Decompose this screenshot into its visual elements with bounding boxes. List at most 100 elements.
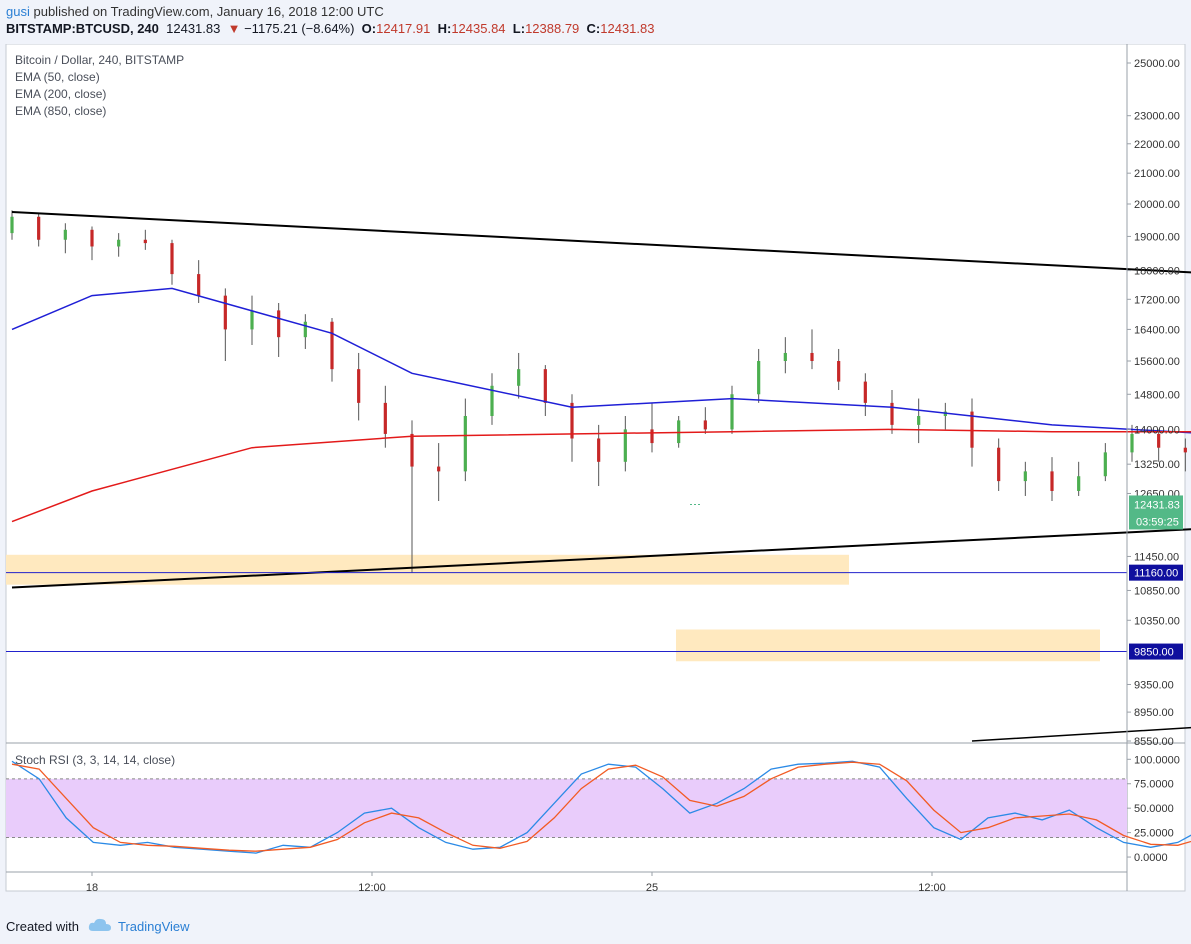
candle-body bbox=[757, 361, 761, 395]
candle-body bbox=[543, 369, 547, 403]
stoch-k-line bbox=[11, 760, 1191, 854]
high-label: H: bbox=[437, 21, 452, 36]
candle-body bbox=[730, 394, 734, 430]
high-value: 12435.84 bbox=[451, 21, 506, 36]
close-value: 12431.83 bbox=[600, 21, 655, 36]
candle-body bbox=[997, 447, 1001, 482]
footer: Created with TradingView bbox=[0, 908, 1191, 944]
price-tick-label: 23000.00 bbox=[1134, 111, 1180, 123]
candle-body bbox=[223, 295, 227, 330]
price-tick-label: 10350.00 bbox=[1134, 615, 1180, 627]
stoch-rsi-legend: Stoch RSI (3, 3, 14, 14, close) bbox=[15, 753, 175, 767]
level-badge bbox=[1129, 564, 1183, 581]
stoch-tick-label: 75.0000 bbox=[1134, 779, 1174, 791]
candle-body bbox=[1077, 476, 1081, 491]
support-zone-2 bbox=[676, 629, 1100, 662]
candle-body bbox=[917, 415, 921, 425]
candle-body bbox=[143, 239, 147, 244]
ema-line-3 bbox=[971, 726, 1191, 742]
price-tick-label: 11450.00 bbox=[1134, 551, 1179, 563]
price-tick-label: 17200.00 bbox=[1134, 294, 1180, 306]
price-tick-label: 16400.00 bbox=[1134, 324, 1180, 336]
level-badge-label: 9850.00 bbox=[1134, 647, 1174, 659]
price-tick-label: 8550.00 bbox=[1134, 736, 1174, 748]
candle-body bbox=[1183, 447, 1187, 453]
candle-body bbox=[890, 402, 894, 425]
close-label: C: bbox=[586, 21, 601, 36]
support-zone-1 bbox=[6, 554, 849, 585]
candle-body bbox=[597, 438, 601, 462]
candle-body bbox=[650, 429, 654, 444]
price-tick-label: 25000.00 bbox=[1134, 58, 1180, 70]
candle-body bbox=[490, 385, 494, 416]
stoch-d-line bbox=[11, 761, 1191, 852]
price-tick-label: 10850.00 bbox=[1134, 585, 1180, 597]
candle-body bbox=[1103, 452, 1107, 477]
time-tick-label: 12:00 bbox=[918, 882, 946, 894]
price-tick-label: 9350.00 bbox=[1134, 679, 1174, 691]
price-tick-label: 14800.00 bbox=[1134, 389, 1180, 401]
legend-title: Bitcoin / Dollar, 240, BITSTAMP bbox=[15, 53, 184, 67]
candle-body bbox=[90, 229, 94, 247]
stoch-tick-label: 50.0000 bbox=[1134, 803, 1174, 815]
legend-ema850: EMA (850, close) bbox=[15, 104, 106, 118]
candle-body bbox=[810, 352, 814, 362]
open-value: 12417.91 bbox=[376, 21, 431, 36]
last-price-badge bbox=[1129, 495, 1183, 530]
candle-body bbox=[1050, 471, 1054, 491]
candle-body bbox=[783, 352, 787, 362]
publish-line: gusi published on TradingView.com, Janua… bbox=[6, 4, 384, 19]
low-value: 12388.79 bbox=[525, 21, 580, 36]
low-label: L: bbox=[512, 21, 526, 36]
trendline-1 bbox=[11, 210, 1191, 274]
candle-body bbox=[63, 229, 67, 240]
stoch-band bbox=[6, 778, 1127, 838]
stoch-tick-label: 0.0000 bbox=[1134, 852, 1168, 864]
trendline-2 bbox=[11, 528, 1191, 589]
candle-body bbox=[437, 466, 441, 472]
tradingview-link[interactable]: TradingView bbox=[118, 919, 190, 934]
candle-body bbox=[1130, 433, 1134, 453]
candle-body bbox=[1157, 433, 1161, 448]
candle-body bbox=[10, 216, 14, 234]
tradingview-cloud-icon[interactable] bbox=[88, 918, 112, 932]
candle-body bbox=[197, 274, 201, 296]
price-change: −1175.21 (−8.64%) bbox=[244, 21, 355, 36]
ema-line-2 bbox=[11, 428, 1191, 523]
chart-canvas[interactable]: 25000.00 23000.00 22000.00 21000.00 20000.00… bbox=[0, 44, 1191, 908]
symbol-label: BITSTAMP:BTCUSD, 240 bbox=[6, 21, 159, 36]
candle-body bbox=[703, 420, 707, 430]
candle-body bbox=[170, 243, 174, 275]
price-tick-label: 19000.00 bbox=[1134, 231, 1180, 243]
candle-body bbox=[863, 381, 867, 403]
created-with-text: Created with bbox=[6, 919, 79, 934]
ema-line-1 bbox=[11, 287, 1191, 434]
chart-header: gusi published on TradingView.com, Janua… bbox=[0, 0, 1191, 44]
candle-body bbox=[1023, 471, 1027, 482]
candle-body bbox=[970, 411, 974, 448]
candle-body bbox=[277, 310, 281, 338]
publish-text: published on TradingView.com, January 16… bbox=[33, 4, 384, 19]
candle-body bbox=[463, 415, 467, 472]
candle-body bbox=[330, 321, 334, 370]
candle-body bbox=[37, 216, 41, 240]
price-tick-label: 8950.00 bbox=[1134, 707, 1174, 719]
open-label: O: bbox=[361, 21, 377, 36]
candle-body bbox=[623, 429, 627, 462]
stoch-tick-label: 25.0000 bbox=[1134, 828, 1174, 840]
candle-body bbox=[410, 433, 414, 467]
down-arrow-icon: ▼ bbox=[227, 21, 241, 36]
candle-body bbox=[357, 369, 361, 403]
time-tick-label: 12:00 bbox=[358, 882, 386, 894]
candle-body bbox=[570, 402, 574, 439]
candle-body bbox=[303, 321, 307, 338]
candle-body bbox=[837, 361, 841, 382]
author-link[interactable]: gusi bbox=[6, 4, 30, 19]
level-badge bbox=[1129, 643, 1183, 660]
stoch-tick-label: 100.0000 bbox=[1134, 754, 1180, 766]
legend-ema50: EMA (50, close) bbox=[15, 70, 100, 84]
candle-body bbox=[383, 402, 387, 434]
candle-body bbox=[250, 310, 254, 330]
ohlc-line: BITSTAMP:BTCUSD, 240 12431.83 ▼ −1175.21… bbox=[6, 21, 654, 36]
time-tick-label: 18 bbox=[86, 882, 98, 894]
